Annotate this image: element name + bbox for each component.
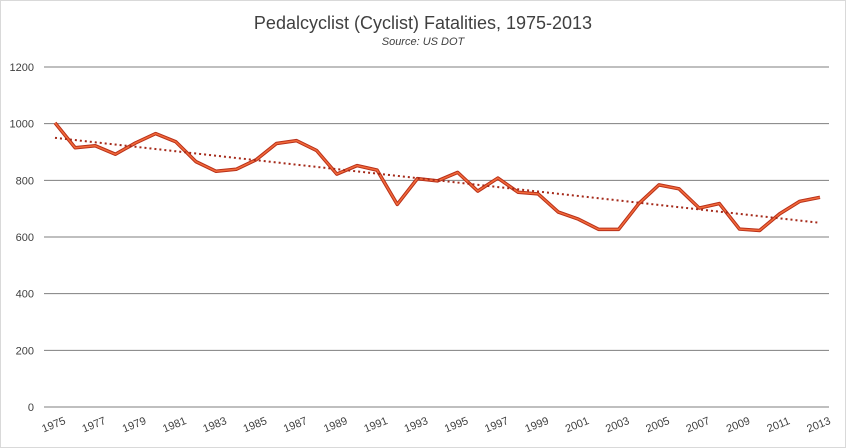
x-tick-label: 1985 (242, 415, 269, 435)
y-tick-label: 200 (16, 345, 34, 357)
y-tick-label: 1200 (10, 62, 34, 74)
x-tick-label: 2009 (725, 415, 752, 435)
x-tick-label: 1981 (161, 415, 188, 435)
x-tick-label: 2007 (684, 415, 711, 435)
y-tick-label: 400 (16, 289, 34, 301)
x-tick-label: 1975 (40, 415, 67, 435)
x-tick-label: 2005 (644, 415, 671, 435)
x-tick-label: 2001 (564, 415, 591, 435)
x-tick-label: 1983 (201, 415, 228, 435)
x-tick-label: 1977 (81, 415, 108, 435)
x-tick-label: 1997 (483, 415, 510, 435)
x-tick-label: 1999 (523, 415, 550, 435)
x-tick-label: 1987 (282, 415, 309, 435)
x-tick-label: 2011 (765, 415, 791, 435)
x-tick-label: 1995 (443, 415, 470, 435)
chart-subtitle: Source: US DOT (381, 36, 465, 48)
x-tick-label: 1979 (121, 415, 148, 435)
y-tick-label: 600 (16, 232, 34, 244)
trend-line (54, 136, 821, 224)
x-tick-label: 1991 (362, 415, 389, 435)
x-tick-label: 1993 (403, 415, 430, 435)
y-tick-label: 800 (16, 175, 34, 187)
chart-title: Pedalcyclist (Cyclist) Fatalities, 1975-… (253, 13, 593, 33)
y-tick-label: 1000 (10, 119, 34, 131)
x-tick-label: 2003 (604, 415, 631, 435)
y-tick-label: 0 (28, 402, 34, 414)
x-tick-label: 2013 (805, 415, 832, 435)
x-tick-label: 1989 (322, 415, 349, 435)
fatalities-line (54, 122, 821, 232)
